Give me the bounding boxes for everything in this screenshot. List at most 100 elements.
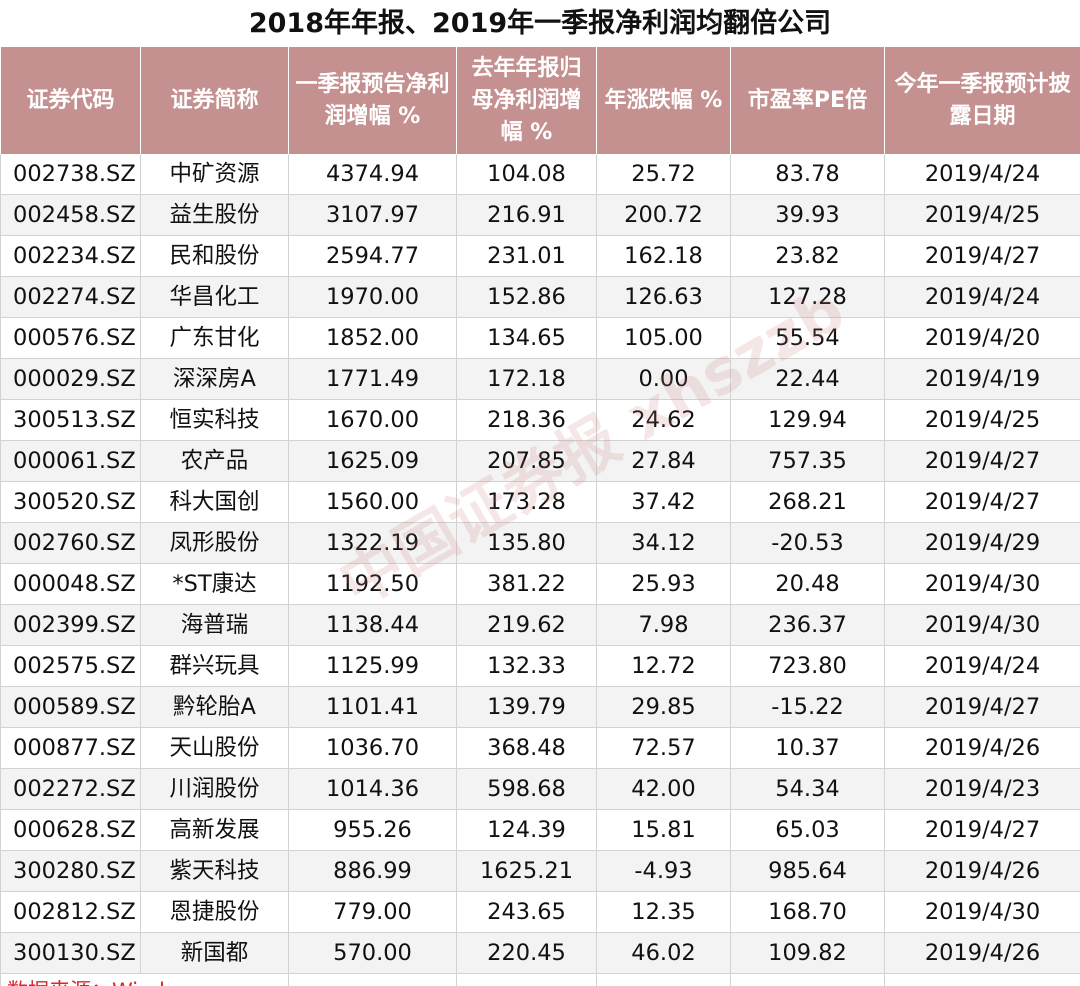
q1-growth-cell: 1138.44 — [288, 604, 457, 646]
table-row: 002738.SZ 中矿资源 4374.94 104.08 25.72 83.78 2019… — [0, 154, 1080, 195]
annual-growth-cell: 173.28 — [456, 481, 597, 523]
pe-cell: 83.78 — [730, 154, 885, 195]
ytd-change-cell: 37.42 — [596, 481, 731, 523]
code-cell: 002575.SZ — [0, 645, 141, 687]
ytd-change-cell: 24.62 — [596, 399, 731, 441]
code-cell: 002738.SZ — [0, 154, 141, 195]
pe-cell: 723.80 — [730, 645, 885, 687]
pe-cell: 168.70 — [730, 891, 885, 933]
q1-growth-cell: 4374.94 — [288, 154, 457, 195]
pe-cell: -20.53 — [730, 522, 885, 564]
ytd-change-cell: 0.00 — [596, 358, 731, 400]
ytd-change-cell: 72.57 — [596, 727, 731, 769]
name-cell: 川润股份 — [140, 768, 289, 810]
empty-cell — [456, 973, 597, 986]
annual-growth-cell: 134.65 — [456, 317, 597, 359]
code-cell: 000589.SZ — [0, 686, 141, 728]
pe-cell: 757.35 — [730, 440, 885, 482]
code-cell: 002458.SZ — [0, 194, 141, 236]
annual-growth-cell: 1625.21 — [456, 850, 597, 892]
column-header: 市盈率PE倍 — [730, 47, 885, 154]
q1-growth-cell: 570.00 — [288, 932, 457, 974]
name-cell: 恩捷股份 — [140, 891, 289, 933]
name-cell: 海普瑞 — [140, 604, 289, 646]
pe-cell: 54.34 — [730, 768, 885, 810]
code-cell: 000628.SZ — [0, 809, 141, 851]
name-cell: 深深房A — [140, 358, 289, 400]
code-cell: 000048.SZ — [0, 563, 141, 605]
code-cell: 300130.SZ — [0, 932, 141, 974]
annual-growth-cell: 216.91 — [456, 194, 597, 236]
table-row: 000048.SZ *ST康达 1192.50 381.22 25.93 20.48 201… — [0, 563, 1080, 605]
ytd-change-cell: 105.00 — [596, 317, 731, 359]
column-header: 今年一季报预计披露日期 — [884, 47, 1080, 154]
annual-growth-cell: 598.68 — [456, 768, 597, 810]
annual-growth-cell: 152.86 — [456, 276, 597, 318]
q1-growth-cell: 1101.41 — [288, 686, 457, 728]
pe-cell: 268.21 — [730, 481, 885, 523]
annual-growth-cell: 132.33 — [456, 645, 597, 687]
ytd-change-cell: 15.81 — [596, 809, 731, 851]
annual-growth-cell: 243.65 — [456, 891, 597, 933]
code-cell: 000877.SZ — [0, 727, 141, 769]
q1-growth-cell: 955.26 — [288, 809, 457, 851]
table-row: 002458.SZ 益生股份 3107.97 216.91 200.72 39.93 201… — [0, 194, 1080, 236]
table-row: 000576.SZ 广东甘化 1852.00 134.65 105.00 55.54 201… — [0, 317, 1080, 359]
table-row: 002575.SZ 群兴玩具 1125.99 132.33 12.72 723.80 201… — [0, 645, 1080, 687]
name-cell: 恒实科技 — [140, 399, 289, 441]
q1-growth-cell: 1014.36 — [288, 768, 457, 810]
pe-cell: 985.64 — [730, 850, 885, 892]
q1-growth-cell: 1970.00 — [288, 276, 457, 318]
q1-growth-cell: 1036.70 — [288, 727, 457, 769]
date-cell: 2019/4/27 — [884, 686, 1080, 728]
date-cell: 2019/4/26 — [884, 932, 1080, 974]
table-row: 300130.SZ 新国都 570.00 220.45 46.02 109.82 2019/… — [0, 932, 1080, 974]
table-row: 000061.SZ 农产品 1625.09 207.85 27.84 757.35 2019… — [0, 440, 1080, 482]
empty-cell — [730, 973, 885, 986]
code-cell: 000576.SZ — [0, 317, 141, 359]
q1-growth-cell: 1560.00 — [288, 481, 457, 523]
code-cell: 002399.SZ — [0, 604, 141, 646]
code-cell: 000029.SZ — [0, 358, 141, 400]
source-row: 数据来源：Wind — [0, 973, 1080, 986]
empty-cell — [596, 973, 731, 986]
code-cell: 002812.SZ — [0, 891, 141, 933]
date-cell: 2019/4/27 — [884, 809, 1080, 851]
name-cell: 新国都 — [140, 932, 289, 974]
code-cell: 002274.SZ — [0, 276, 141, 318]
table-row: 000029.SZ 深深房A 1771.49 172.18 0.00 22.44 2019/… — [0, 358, 1080, 400]
pe-cell: 129.94 — [730, 399, 885, 441]
pe-cell: 127.28 — [730, 276, 885, 318]
date-cell: 2019/4/30 — [884, 604, 1080, 646]
pe-cell: 22.44 — [730, 358, 885, 400]
name-cell: 群兴玩具 — [140, 645, 289, 687]
name-cell: 天山股份 — [140, 727, 289, 769]
pe-cell: 23.82 — [730, 235, 885, 277]
date-cell: 2019/4/30 — [884, 891, 1080, 933]
pe-cell: 65.03 — [730, 809, 885, 851]
table-row: 300513.SZ 恒实科技 1670.00 218.36 24.62 129.94 201… — [0, 399, 1080, 441]
pe-cell: 109.82 — [730, 932, 885, 974]
annual-growth-cell: 368.48 — [456, 727, 597, 769]
page-title: 2018年年报、2019年一季报净利润均翻倍公司 — [248, 8, 832, 39]
ytd-change-cell: 42.00 — [596, 768, 731, 810]
code-cell: 002760.SZ — [0, 522, 141, 564]
ytd-change-cell: 12.72 — [596, 645, 731, 687]
code-cell: 300520.SZ — [0, 481, 141, 523]
annual-growth-cell: 219.62 — [456, 604, 597, 646]
q1-growth-cell: 1322.19 — [288, 522, 457, 564]
date-cell: 2019/4/25 — [884, 399, 1080, 441]
code-cell: 000061.SZ — [0, 440, 141, 482]
date-cell: 2019/4/27 — [884, 440, 1080, 482]
column-header: 去年年报归母净利润增幅 % — [456, 47, 597, 154]
ytd-change-cell: 7.98 — [596, 604, 731, 646]
table-row: 300520.SZ 科大国创 1560.00 173.28 37.42 268.21 201… — [0, 481, 1080, 523]
name-cell: 紫天科技 — [140, 850, 289, 892]
column-header: 证券代码 — [0, 47, 141, 154]
q1-growth-cell: 779.00 — [288, 891, 457, 933]
header-row: 证券代码 证券简称 一季报预告净利润增幅 % 去年年报归母净利润增幅 % 年涨跌… — [0, 47, 1080, 154]
name-cell: 高新发展 — [140, 809, 289, 851]
annual-growth-cell: 124.39 — [456, 809, 597, 851]
code-cell: 002272.SZ — [0, 768, 141, 810]
ytd-change-cell: 200.72 — [596, 194, 731, 236]
